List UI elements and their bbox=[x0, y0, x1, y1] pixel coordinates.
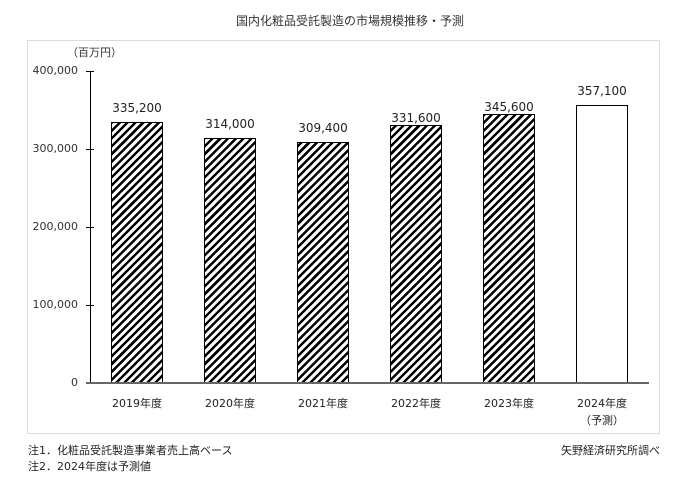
y-axis-unit-label: （百万円） bbox=[67, 46, 122, 59]
bar-value-label: 314,000 bbox=[205, 117, 255, 131]
x-category-sublabel: （予測） bbox=[580, 414, 624, 427]
y-tick bbox=[86, 149, 94, 150]
bar-2023 bbox=[483, 114, 535, 383]
bar-value-label: 345,600 bbox=[484, 100, 534, 114]
bar-value-label: 357,100 bbox=[577, 84, 627, 98]
bar-2020 bbox=[204, 138, 256, 383]
y-tick bbox=[86, 71, 94, 72]
footnote-1: 注1．化粧品受託製造事業者売上高ベース bbox=[28, 444, 233, 457]
y-tick-label: 400,000 bbox=[32, 64, 79, 77]
y-tick bbox=[86, 227, 94, 228]
x-category-label: 2024年度 bbox=[577, 397, 627, 410]
bar-value-label: 331,600 bbox=[391, 111, 441, 125]
y-tick bbox=[86, 305, 94, 306]
bar-2022 bbox=[390, 125, 442, 383]
bar-value-label: 335,200 bbox=[112, 101, 162, 115]
y-tick-label: 100,000 bbox=[32, 298, 79, 311]
x-category-label: 2021年度 bbox=[298, 397, 348, 410]
bar-2021 bbox=[297, 142, 349, 383]
x-category-label: 2020年度 bbox=[205, 397, 255, 410]
y-tick-label: 300,000 bbox=[32, 142, 79, 155]
x-axis-baseline bbox=[86, 382, 649, 384]
x-category-label: 2023年度 bbox=[484, 397, 534, 410]
chart-title: 国内化粧品受託製造の市場規模推移・予測 bbox=[235, 14, 464, 28]
source-credit: 矢野経済研究所調べ bbox=[561, 444, 660, 457]
y-tick-label: 0 bbox=[71, 376, 78, 389]
bar-value-label: 309,400 bbox=[298, 121, 348, 135]
x-category-label: 2019年度 bbox=[112, 397, 162, 410]
bar-2024-forecast bbox=[576, 105, 628, 383]
bar-2019 bbox=[111, 122, 163, 383]
x-category-label: 2022年度 bbox=[391, 397, 441, 410]
footnote-2: 注2．2024年度は予測値 bbox=[28, 460, 151, 473]
y-tick-label: 200,000 bbox=[32, 220, 79, 233]
